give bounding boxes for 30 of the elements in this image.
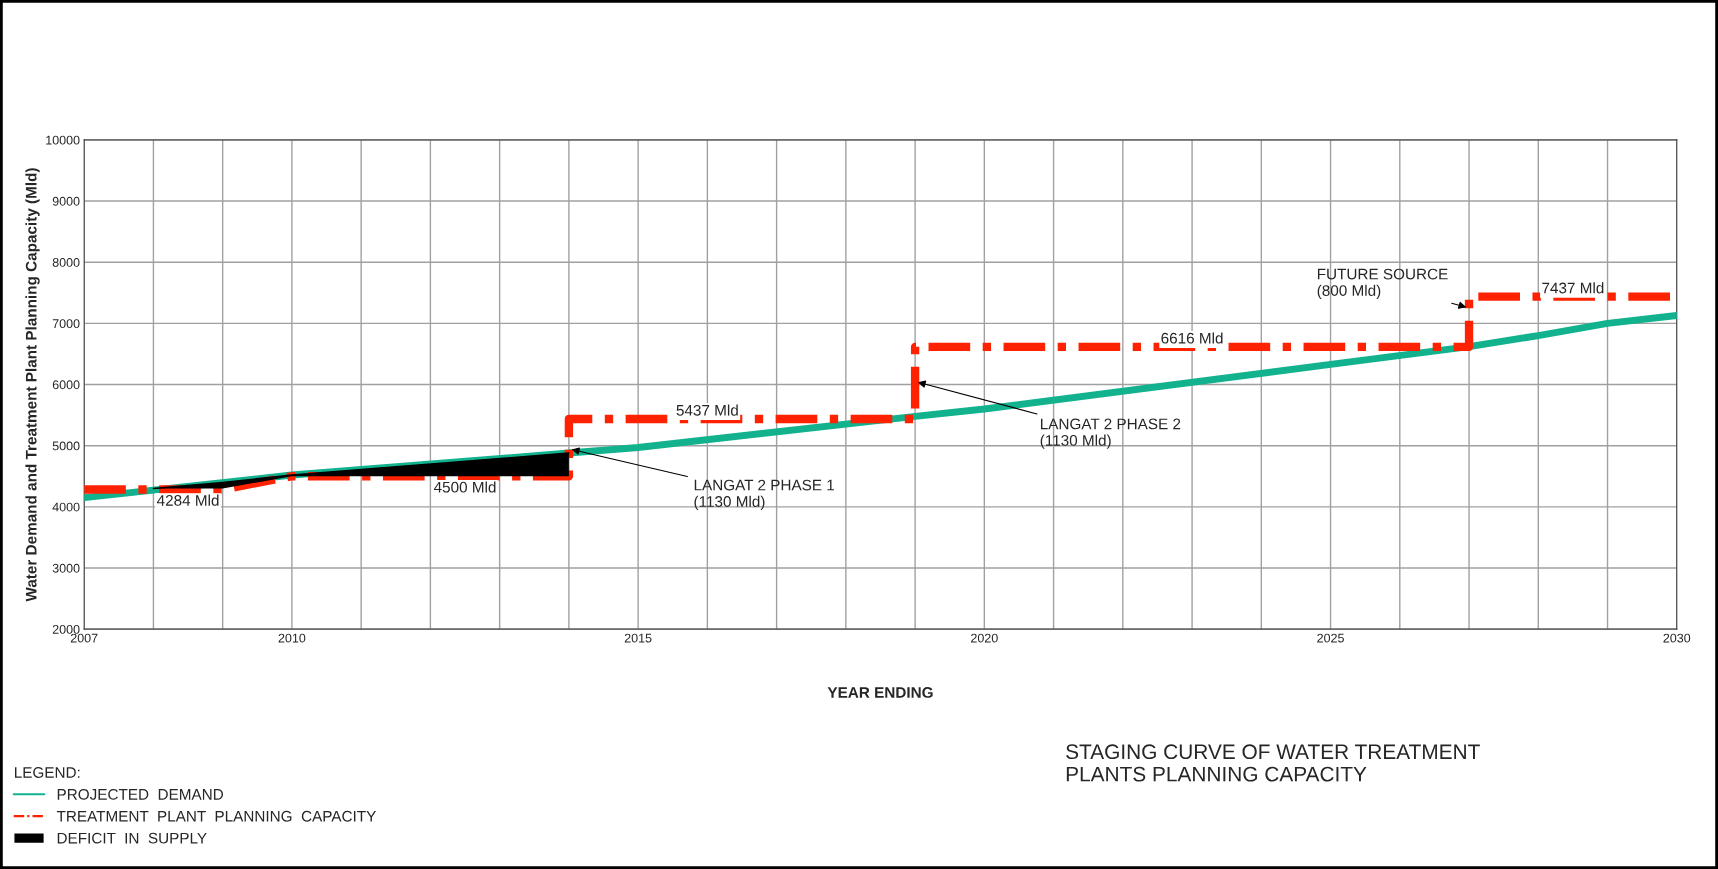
annotation: 6616 Mld bbox=[1161, 332, 1223, 344]
x-tick-label: 2007 bbox=[70, 633, 98, 643]
x-tick-label: 2025 bbox=[1317, 633, 1344, 643]
y-tick-label: 8000 bbox=[52, 258, 80, 267]
legend-label: DEFICIT IN SUPPLY bbox=[57, 832, 207, 844]
y-tick-label: 10000 bbox=[46, 135, 80, 145]
y-tick-label: 6000 bbox=[52, 380, 80, 390]
x-tick-label: 2010 bbox=[278, 633, 306, 643]
annotation: FUTURE SOURCE (800 Mld) bbox=[1317, 268, 1448, 299]
y-tick-label: 9000 bbox=[52, 196, 80, 206]
legend-title: LEGEND: bbox=[15, 767, 80, 778]
x-tick-label: 2020 bbox=[971, 633, 998, 643]
text: STAGING CURVE OF WATER TREATMENT PLANTS PLANNING CAPACITY bbox=[1066, 744, 1480, 782]
y-tick-label: 7000 bbox=[52, 319, 80, 329]
y-tick-label: 4000 bbox=[52, 502, 80, 512]
y-tick-label: 3000 bbox=[52, 563, 80, 573]
x-tick-label: 2030 bbox=[1663, 633, 1691, 643]
annotation: 7437 Mld bbox=[1542, 282, 1604, 294]
x-tick-label: 2015 bbox=[624, 633, 652, 643]
annotation: 4500 Mld bbox=[433, 481, 496, 493]
annotation: 4284 Mld bbox=[156, 494, 219, 506]
y-tick-label: 2000 bbox=[52, 624, 80, 634]
legend-label: TREATMENT PLANT PLANNING CAPACITY bbox=[56, 810, 376, 822]
annotation: LANGAT 2 PHASE 2 (1130 Mld) bbox=[1040, 418, 1181, 449]
y-tick-label: 5000 bbox=[52, 441, 80, 451]
legend-label: PROJECTED DEMAND bbox=[57, 788, 224, 800]
x-axis-title: YEAR ENDING bbox=[827, 687, 933, 698]
y-axis-title: Water Demand and Treatment Plant Planning Capacity (Mld) bbox=[25, 168, 40, 602]
annotation: 5437 Mld bbox=[676, 404, 738, 416]
annotation: LANGAT 2 PHASE 1 (1130 Mld) bbox=[694, 479, 835, 510]
